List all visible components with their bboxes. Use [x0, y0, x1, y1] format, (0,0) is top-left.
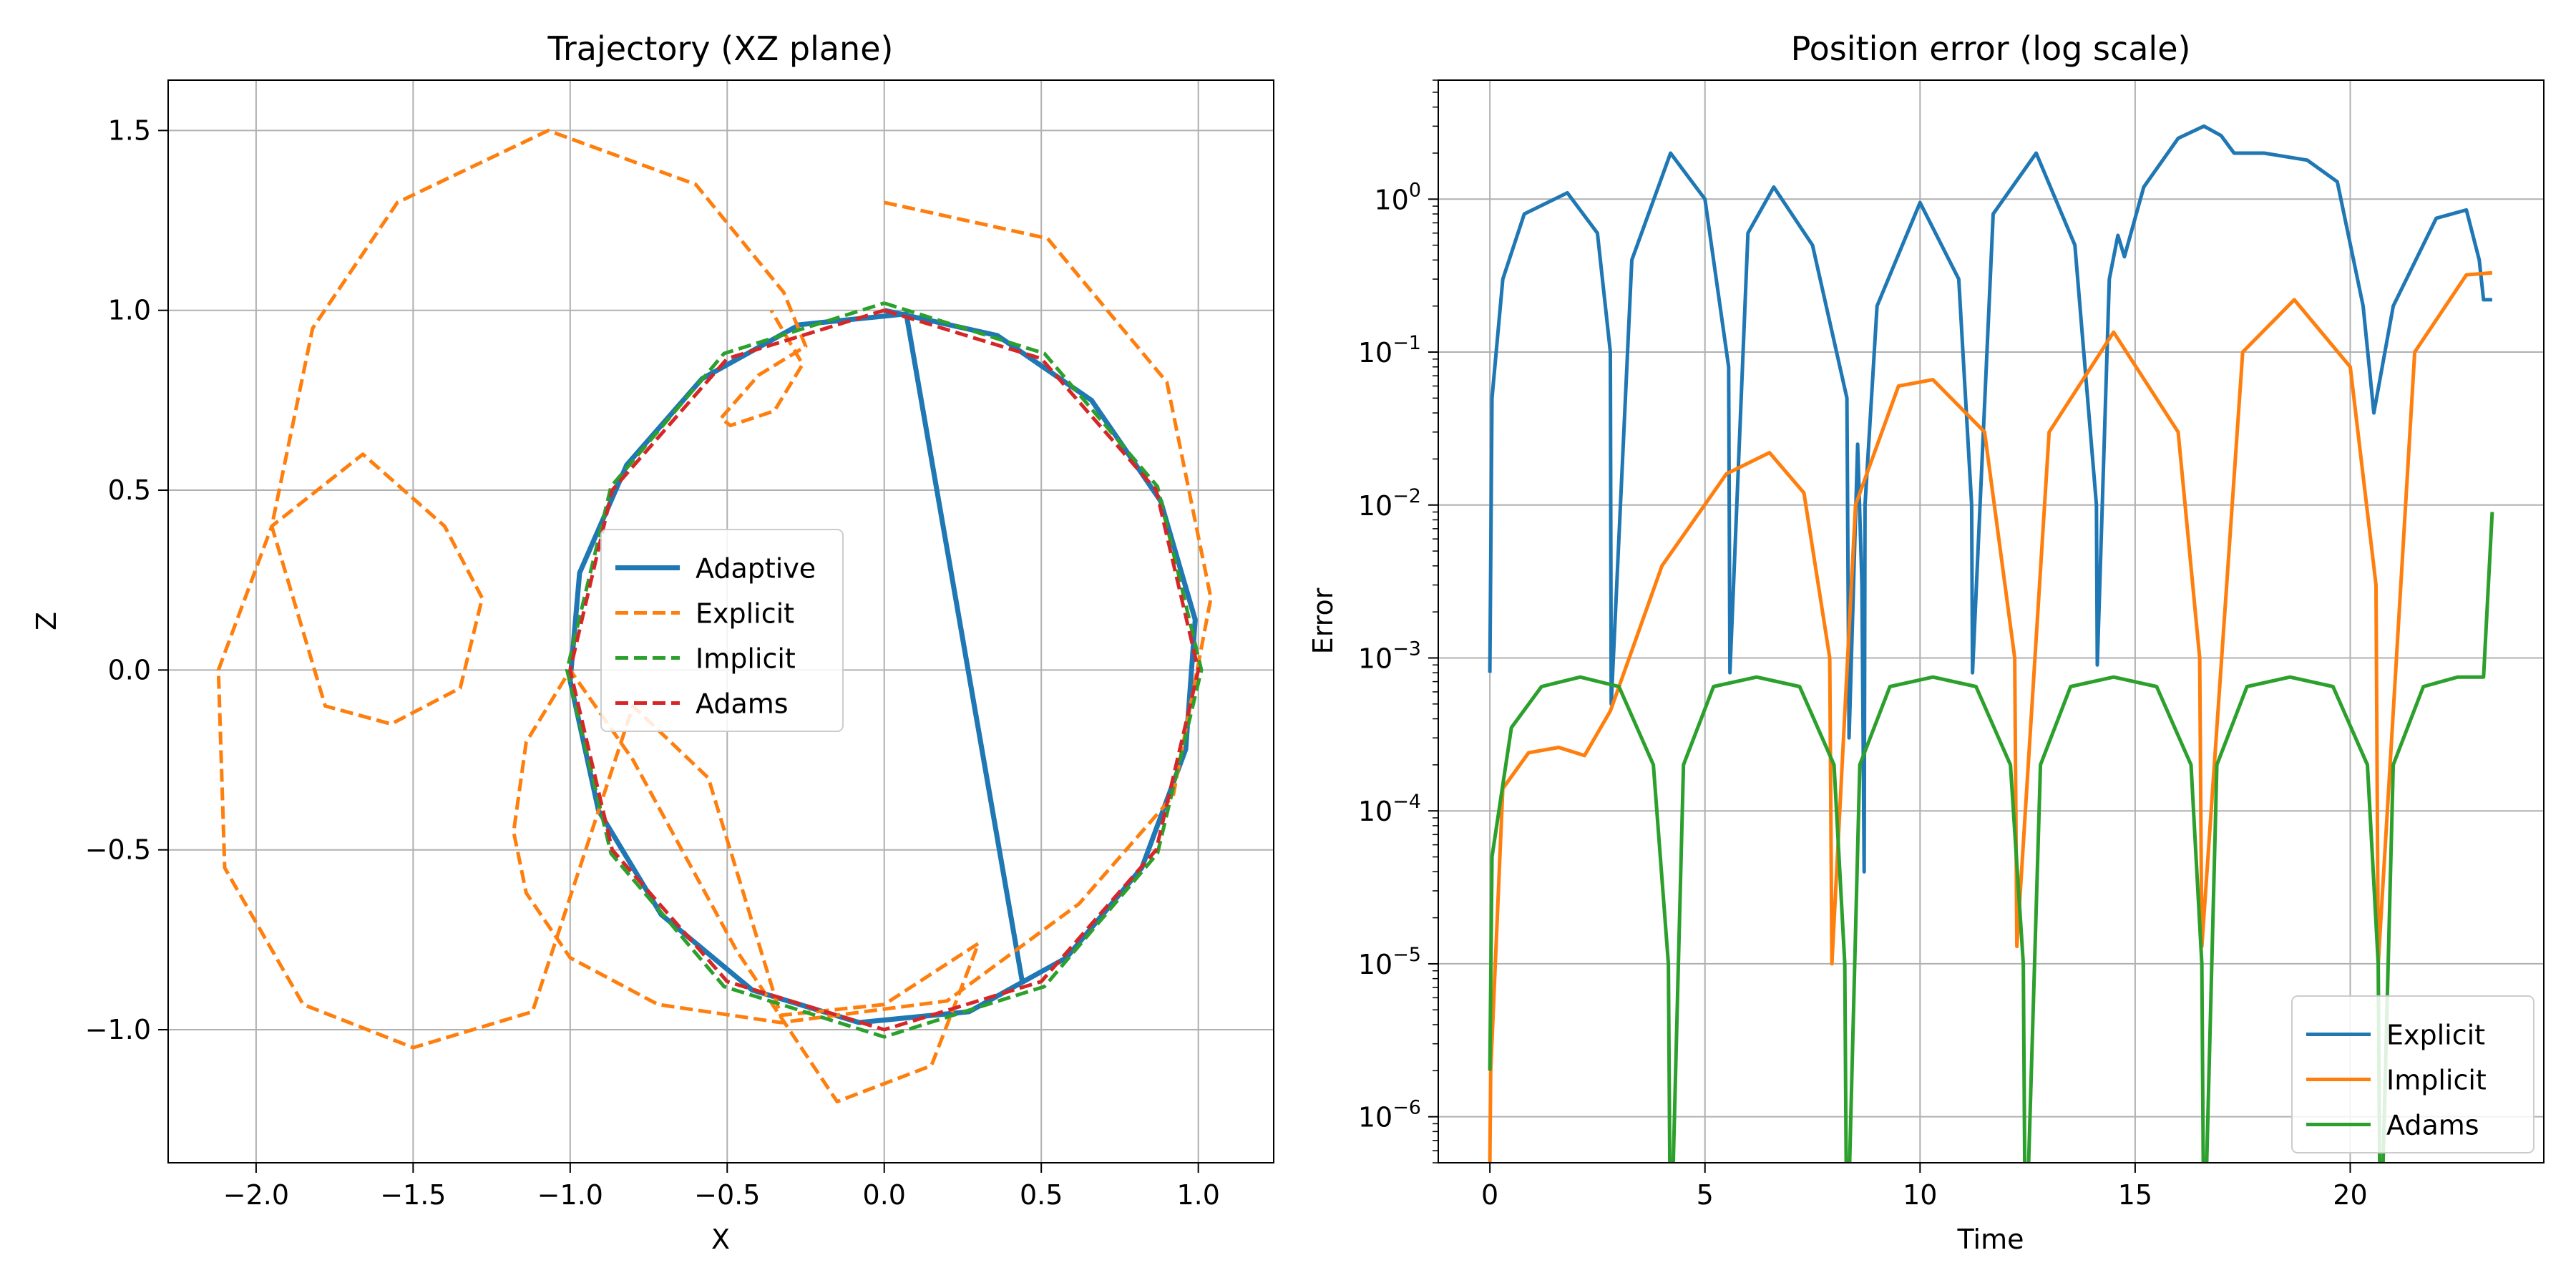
y-tick-label: 0.5	[108, 474, 151, 506]
series-line-explicit	[1488, 124, 2492, 874]
series-line-explicit	[216, 128, 1213, 1103]
x-tick-label: 15	[2118, 1179, 2152, 1211]
x-tick-label: −0.5	[694, 1179, 760, 1211]
chart-title: Trajectory (XZ plane)	[547, 29, 894, 68]
series-group	[1488, 124, 2494, 1163]
y-tick-exponent: −1	[1392, 332, 1421, 354]
x-tick-label: 5	[1697, 1179, 1714, 1211]
y-tick-label: 1.0	[108, 295, 151, 326]
y-tick-label: 100	[1374, 179, 1421, 215]
y-tick-base: 10	[1358, 1102, 1392, 1133]
ticks: −2.0 −1.5 −1.0 −0.5 0.0 0.5 1.0 −1.0 −0.5 0.0 0.5 1…	[85, 114, 1220, 1211]
x-tick-label: 0	[1481, 1179, 1498, 1211]
series-group	[216, 128, 1213, 1103]
x-tick-label: −1.0	[537, 1179, 603, 1211]
legend-label: Adaptive	[696, 553, 816, 585]
grid	[1438, 80, 2544, 1163]
x-tick-label: −2.0	[223, 1179, 289, 1211]
legend-label: Adams	[696, 688, 789, 720]
y-tick-exponent: −3	[1392, 638, 1421, 660]
y-tick-base: 10	[1358, 796, 1392, 827]
y-tick-label: −0.5	[85, 834, 151, 866]
x-tick-label: 0.0	[863, 1179, 906, 1211]
y-tick-exponent: 0	[1409, 179, 1421, 201]
y-tick-exponent: −6	[1392, 1097, 1421, 1119]
y-tick-label: 10−3	[1358, 638, 1421, 674]
x-tick-label: 0.5	[1020, 1179, 1063, 1211]
y-tick-label: 10−1	[1358, 332, 1421, 369]
x-axis-label: Time	[1957, 1224, 2024, 1255]
x-tick-label: 1.0	[1176, 1179, 1219, 1211]
chart-title: Position error (log scale)	[1791, 29, 2191, 68]
y-tick-base: 10	[1374, 184, 1408, 215]
y-tick-exponent: −2	[1392, 485, 1421, 507]
y-tick-base: 10	[1358, 490, 1392, 522]
y-axis-label: Error	[1307, 587, 1339, 654]
x-axis-label: X	[711, 1224, 730, 1255]
y-tick-label: −1.0	[85, 1014, 151, 1045]
legend-label: Explicit	[696, 598, 794, 630]
y-axis-label: Z	[31, 612, 62, 630]
series-line-adams	[1488, 512, 2494, 1163]
series-line-adams	[568, 308, 1201, 1032]
y-tick-label: 10−6	[1358, 1097, 1421, 1133]
y-tick-base: 10	[1358, 949, 1392, 980]
legend-label: Implicit	[696, 643, 796, 675]
legend-label: Adams	[2386, 1110, 2479, 1141]
y-tick-label: 10−2	[1358, 485, 1421, 522]
y-tick-exponent: −5	[1392, 944, 1421, 966]
legend: Adaptive Explicit Implicit Adams	[600, 529, 844, 732]
x-tick-label: 20	[2333, 1179, 2367, 1211]
y-tick-label: 0.0	[108, 654, 151, 686]
legend-label: Implicit	[2386, 1065, 2487, 1096]
series-line-implicit	[1488, 270, 2493, 1163]
series-line-implicit	[565, 301, 1204, 1039]
x-tick-label: 10	[1903, 1179, 1937, 1211]
y-tick-label: 10−5	[1358, 944, 1421, 980]
legend-label: Explicit	[2386, 1020, 2485, 1051]
y-tick-label: 10−4	[1358, 791, 1421, 827]
y-tick-exponent: −4	[1392, 791, 1421, 813]
x-tick-label: −1.5	[380, 1179, 446, 1211]
y-tick-base: 10	[1358, 337, 1392, 369]
y-tick-label: 1.5	[108, 114, 151, 146]
y-tick-base: 10	[1358, 643, 1392, 674]
plot-frame	[1438, 79, 2545, 1163]
legend: Explicit Implicit Adams	[2291, 995, 2534, 1153]
trajectory-chart: −2.0 −1.5 −1.0 −0.5 0.0 0.5 1.0 −1.0 −0.5 0.0 0.5 1…	[31, 29, 1274, 1255]
legend-box	[600, 529, 844, 732]
plot-frame	[167, 79, 1274, 1163]
